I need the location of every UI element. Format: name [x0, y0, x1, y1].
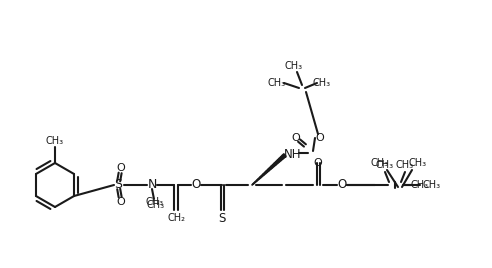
Text: O: O [117, 163, 125, 173]
Text: CH₃: CH₃ [146, 197, 164, 207]
Polygon shape [280, 155, 284, 159]
Text: O: O [338, 178, 347, 192]
Text: N: N [147, 178, 156, 192]
Text: CH₃: CH₃ [409, 158, 427, 168]
Polygon shape [261, 174, 264, 177]
Polygon shape [282, 154, 286, 158]
Polygon shape [273, 163, 276, 166]
Polygon shape [253, 182, 255, 184]
Text: CH₃: CH₃ [411, 180, 429, 190]
Text: CH₃: CH₃ [285, 61, 303, 71]
Text: CH₃: CH₃ [371, 158, 389, 168]
Text: CH₃: CH₃ [147, 200, 165, 210]
Polygon shape [274, 162, 277, 165]
Text: CH₃: CH₃ [46, 136, 64, 146]
Polygon shape [271, 165, 274, 168]
Polygon shape [279, 157, 283, 161]
Text: NH: NH [284, 148, 302, 162]
Text: CH₃: CH₃ [313, 78, 331, 88]
Text: S: S [114, 178, 122, 192]
Polygon shape [268, 168, 271, 171]
Text: O: O [191, 178, 201, 192]
Text: CH₃: CH₃ [268, 78, 286, 88]
Polygon shape [265, 171, 268, 174]
Polygon shape [258, 177, 261, 179]
Polygon shape [270, 166, 273, 169]
Polygon shape [276, 160, 279, 163]
Polygon shape [277, 158, 281, 162]
Text: O: O [117, 197, 125, 207]
Polygon shape [257, 178, 259, 181]
Polygon shape [260, 176, 262, 178]
Polygon shape [266, 169, 269, 172]
Text: CH₃: CH₃ [396, 160, 414, 170]
Text: O: O [313, 158, 322, 168]
Text: O: O [316, 133, 324, 143]
Text: CH₂: CH₂ [167, 213, 185, 223]
Text: O: O [292, 133, 301, 143]
Text: CH₃: CH₃ [423, 180, 441, 190]
Text: S: S [218, 211, 226, 225]
Polygon shape [263, 172, 266, 175]
Polygon shape [252, 183, 254, 185]
Polygon shape [255, 180, 257, 182]
Text: CH₃: CH₃ [376, 160, 394, 170]
